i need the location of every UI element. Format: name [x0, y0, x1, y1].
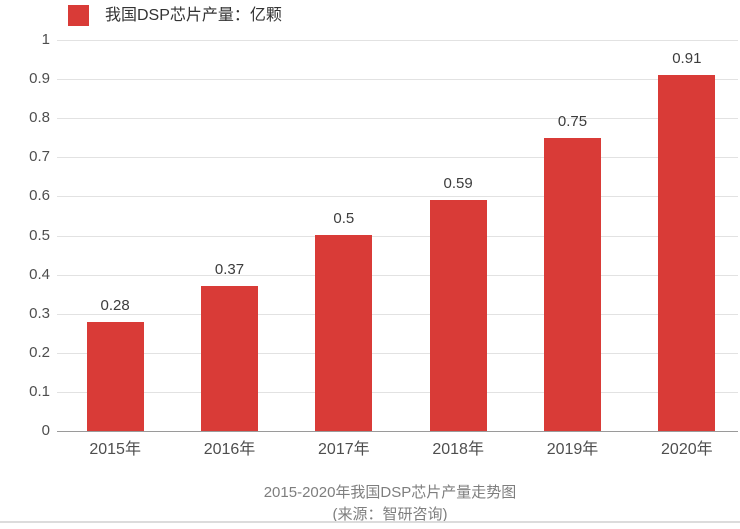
x-tick-label: 2020年: [661, 441, 713, 458]
gridline: [57, 118, 738, 120]
chart-caption-source: (来源：智研咨询): [332, 506, 448, 523]
y-tick-label: 0.6: [29, 187, 50, 205]
bar-value-label: 0.37: [214, 261, 245, 278]
chart-caption-title: 2015-2020年我国DSP芯片产量走势图: [263, 484, 517, 501]
bar-value-label: 0.59: [443, 175, 473, 192]
gridline: [57, 157, 738, 159]
y-tick-label: 0.1: [29, 382, 50, 400]
page-bottom-divider: [0, 521, 740, 523]
bar: [544, 138, 601, 431]
y-tick-label: 0.8: [29, 109, 50, 127]
bar: [201, 286, 258, 431]
y-tick-label: 1: [41, 31, 50, 48]
x-tick-label: 2019年: [546, 441, 599, 458]
bar-value-label: 0.75: [557, 113, 588, 130]
y-tick-label: 0.5: [29, 226, 50, 244]
y-tick-label: 0.9: [29, 70, 50, 88]
x-axis-line: [57, 431, 738, 432]
gridline: [57, 352, 738, 354]
gridline: [57, 313, 738, 315]
y-tick-label: 0.3: [29, 304, 50, 322]
y-tick-label: 0: [41, 422, 50, 439]
bar-value-label: 0.5: [333, 210, 355, 227]
gridline: [57, 235, 738, 237]
bar: [315, 235, 373, 431]
y-tick-label: 0.2: [29, 343, 50, 361]
x-tick-label: 2017年: [318, 441, 370, 458]
chart-legend: 我国DSP芯片产量：亿颗: [68, 5, 282, 26]
gridline: [57, 79, 738, 81]
gridline: [57, 196, 738, 198]
gridline: [57, 391, 738, 393]
bar-value-label: 0.28: [100, 297, 130, 314]
legend-marker-icon: [68, 5, 89, 26]
gridline: [57, 274, 738, 276]
x-tick-label: 2015年: [89, 441, 141, 458]
bar: [658, 75, 716, 431]
bar: [86, 322, 144, 431]
bar: [429, 200, 487, 431]
x-tick-label: 2016年: [203, 441, 256, 458]
x-tick-label: 2018年: [432, 441, 484, 458]
gridline: [57, 40, 738, 41]
legend-label: 我国DSP芯片产量：亿颗: [105, 7, 282, 24]
y-tick-label: 0.7: [29, 148, 50, 166]
bar-value-label: 0.91: [672, 50, 702, 67]
y-tick-label: 0.4: [29, 265, 50, 283]
